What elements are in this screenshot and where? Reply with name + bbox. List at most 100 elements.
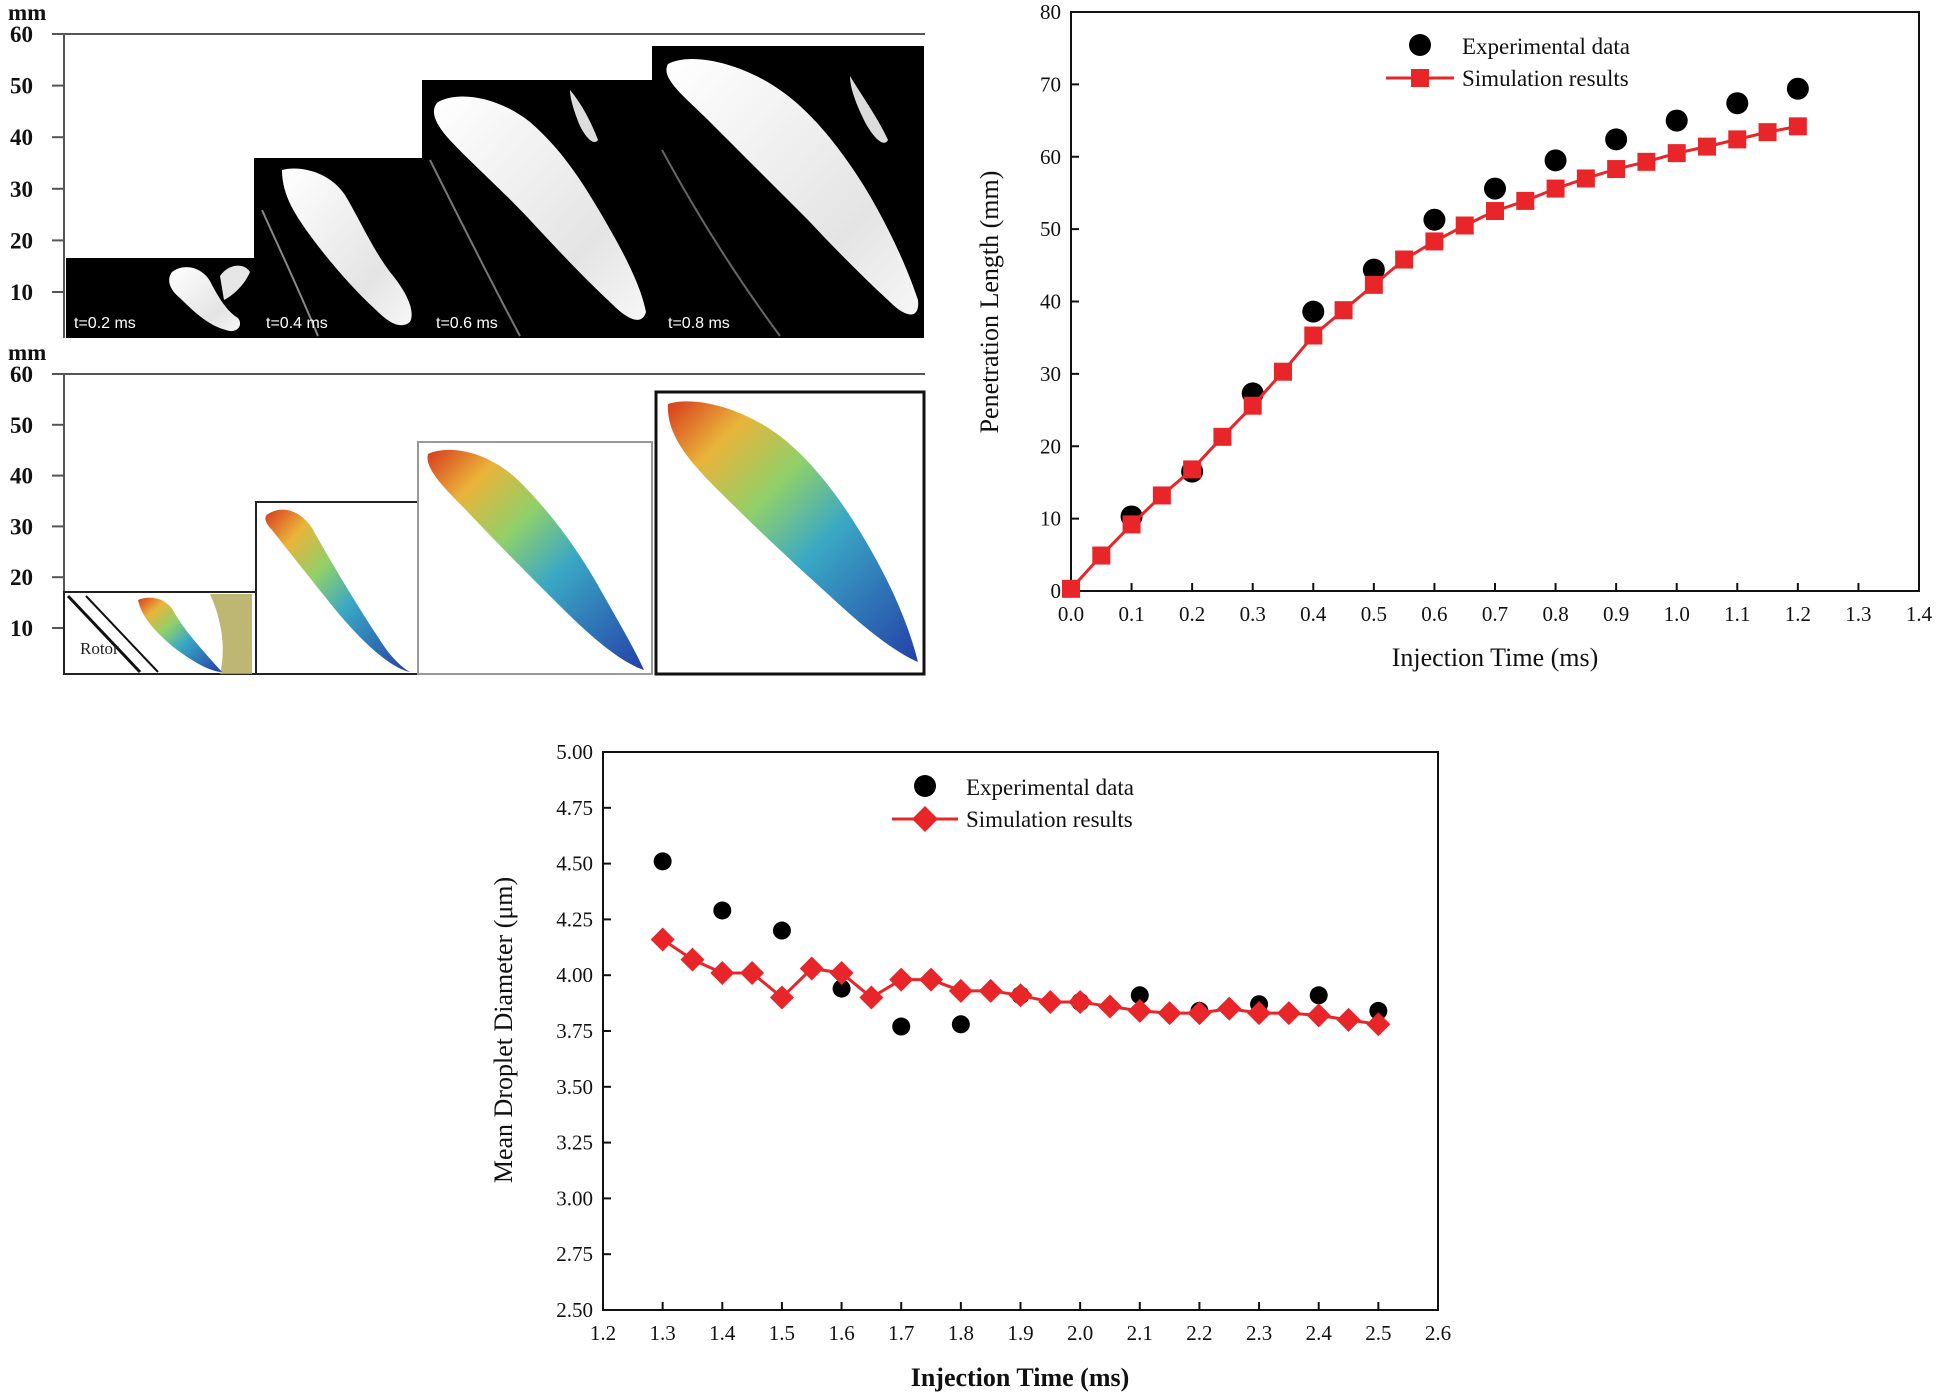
penetration-simulation-point <box>1546 179 1565 198</box>
droplet-simulation-point <box>710 960 735 985</box>
droplet-y-tick-label: 2.75 <box>556 1242 593 1266</box>
penetration-x-tick-label: 0.0 <box>1058 602 1084 626</box>
penetration-simulation-point <box>1788 117 1807 136</box>
droplet-simulation-point <box>1008 983 1033 1008</box>
droplet-y-tick-label: 3.50 <box>556 1075 593 1099</box>
rotor-label: Rotor <box>80 639 119 658</box>
penetration-simulation-line <box>1069 124 1799 590</box>
time-label-0-6: t=0.6 ms <box>436 315 498 332</box>
droplet-experimental-point <box>892 1017 911 1036</box>
penetration-series <box>1062 77 1809 598</box>
experimental-scale: 60 50 40 30 20 10 <box>10 22 64 305</box>
spray-plume-4 <box>666 59 919 315</box>
droplet-y-tick-label: 4.50 <box>556 852 593 876</box>
simulation-scale-tick-60: 60 <box>10 362 33 387</box>
droplet-y-axis: 2.50 2.75 3.00 3.25 3.50 3.75 4.00 4.25 4.50 4.75… <box>556 740 611 1322</box>
spray-plume-3-droplets <box>570 90 598 143</box>
penetration-simulation-point <box>1183 460 1202 479</box>
simulated-spray-panel: mm 60 50 40 30 20 10 Rotor <box>8 340 926 676</box>
droplet-x-tick-label: 1.3 <box>650 1321 676 1345</box>
experimental-scale-tick-10: 10 <box>10 280 33 305</box>
droplet-x-tick-label: 2.0 <box>1067 1321 1093 1345</box>
droplet-simulation-point <box>1366 1012 1391 1037</box>
droplet-y-tick-label: 2.50 <box>556 1298 593 1322</box>
penetration-x-axis-title: Injection Time (ms) <box>1392 643 1599 672</box>
penetration-x-tick-label: 0.6 <box>1421 602 1447 626</box>
penetration-y-tick-label: 60 <box>1040 145 1061 169</box>
rotor-outline-outer <box>66 594 142 674</box>
droplet-x-tick-label: 1.4 <box>709 1321 736 1345</box>
droplet-simulation-point <box>1127 998 1152 1023</box>
penetration-simulation-point <box>1334 301 1353 320</box>
penetration-experimental-point <box>1302 300 1325 323</box>
penetration-y-tick-label: 30 <box>1040 362 1061 386</box>
penetration-simulation-point <box>1455 216 1474 235</box>
droplet-y-tick-label: 4.75 <box>556 796 593 820</box>
droplet-simulation-line <box>661 938 1379 1026</box>
penetration-y-tick-label: 10 <box>1040 507 1061 531</box>
droplet-x-tick-label: 1.5 <box>769 1321 795 1345</box>
penetration-simulation-point <box>1576 169 1595 188</box>
penetration-y-axis: 0 10 20 30 40 50 60 70 80 <box>1040 0 1079 603</box>
droplet-simulation-point <box>1038 989 1063 1014</box>
penetration-x-axis: 0.0 0.1 0.2 0.3 0.4 0.5 0.6 0.7 0.8 0.9 1.0 1.1 1.2 1… <box>1058 583 1933 626</box>
penetration-legend-experimental-marker <box>1409 34 1431 56</box>
penetration-experimental-point <box>1665 109 1688 132</box>
droplet-diameter-chart: 2.50 2.75 3.00 3.25 3.50 3.75 4.00 4.25 4.50 4.75… <box>489 740 1451 1392</box>
penetration-y-tick-label: 20 <box>1040 434 1061 458</box>
penetration-x-tick-label: 0.9 <box>1603 602 1629 626</box>
droplet-simulation-point <box>1157 1001 1182 1026</box>
penetration-simulation-point <box>1274 362 1292 381</box>
droplet-x-tick-label: 2.3 <box>1246 1321 1272 1345</box>
penetration-simulation-point <box>1758 123 1777 142</box>
penetration-simulation-point <box>1607 160 1626 179</box>
penetration-y-tick-label: 0 <box>1051 579 1062 603</box>
penetration-x-tick-label: 1.3 <box>1845 602 1871 626</box>
penetration-simulation-point <box>1213 427 1232 446</box>
droplet-simulation-point <box>680 947 705 972</box>
experimental-scale-tick-50: 50 <box>10 74 33 99</box>
droplet-simulation-point <box>948 978 973 1003</box>
droplet-legend: Experimental data Simulation results <box>892 775 1134 832</box>
penetration-simulation-point <box>1516 191 1535 210</box>
droplet-simulation-point <box>1217 996 1242 1021</box>
droplet-simulation-point <box>740 960 765 985</box>
penetration-simulation-point <box>1425 232 1444 251</box>
penetration-chart-frame <box>1070 11 1920 592</box>
droplet-simulation-point <box>1068 989 1093 1014</box>
penetration-x-tick-label: 0.1 <box>1118 602 1144 626</box>
penetration-experimental-point <box>1423 208 1446 231</box>
droplet-y-axis-title: Mean Droplet Diameter (μm) <box>489 877 518 1183</box>
experimental-scale-tick-20: 20 <box>10 228 33 253</box>
simulation-scale: 60 50 40 30 20 10 <box>10 362 64 641</box>
experimental-spray-panel: mm 60 50 40 30 20 10 t=0.2 ms t=0.4 ms t=0.6 … <box>8 0 925 338</box>
droplet-legend-simulation-label: Simulation results <box>966 807 1133 832</box>
penetration-experimental-point <box>1726 92 1749 115</box>
penetration-simulation-point <box>1667 144 1686 163</box>
droplet-x-tick-label: 2.4 <box>1306 1321 1333 1345</box>
penetration-y-tick-label: 40 <box>1040 290 1061 314</box>
droplet-x-tick-label: 2.1 <box>1127 1321 1153 1345</box>
penetration-y-tick-label: 80 <box>1040 0 1061 24</box>
penetration-x-tick-label: 0.3 <box>1240 602 1266 626</box>
penetration-simulation-point <box>1698 137 1716 156</box>
penetration-legend: Experimental data Simulation results <box>1386 34 1630 91</box>
droplet-experimental-point <box>1369 1001 1388 1020</box>
droplet-legend-experimental-label: Experimental data <box>966 775 1134 800</box>
droplet-experimental-point <box>772 921 791 940</box>
droplet-experimental-point <box>653 852 672 871</box>
penetration-legend-simulation-label: Simulation results <box>1462 66 1629 91</box>
penetration-x-tick-label: 0.5 <box>1361 602 1387 626</box>
simulation-scale-tick-10: 10 <box>10 616 33 641</box>
simulated-plume-4 <box>667 401 918 662</box>
droplet-experimental-point <box>1309 986 1328 1005</box>
penetration-x-tick-label: 0.8 <box>1542 602 1568 626</box>
droplet-x-tick-label: 2.5 <box>1365 1321 1391 1345</box>
penetration-experimental-point <box>1786 77 1809 100</box>
droplet-simulation-point <box>1247 1001 1272 1026</box>
penetration-simulation-point <box>1092 546 1111 565</box>
penetration-simulation-point <box>1637 152 1656 171</box>
simulation-scale-tick-30: 30 <box>10 514 33 539</box>
